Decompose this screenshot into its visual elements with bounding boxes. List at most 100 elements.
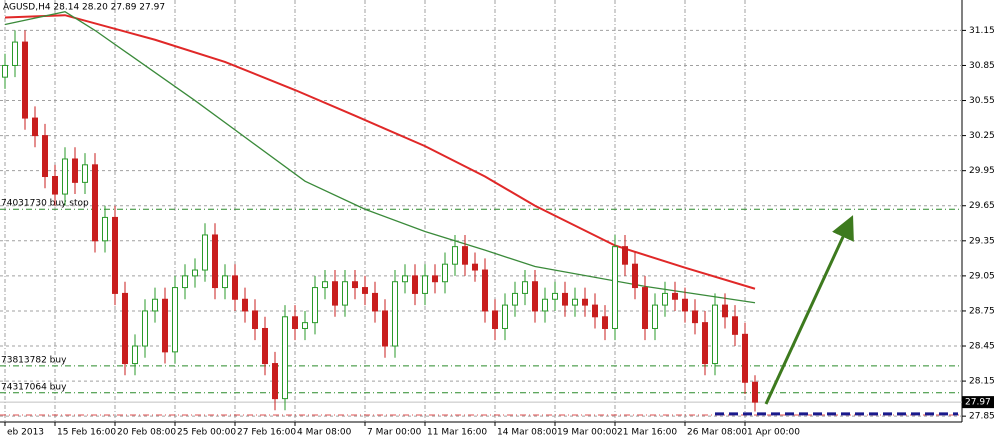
- candle-body: [52, 176, 58, 195]
- y-tick-label: 30.25: [969, 131, 995, 141]
- candle-body: [82, 164, 88, 183]
- candle-body: [62, 158, 68, 195]
- candle-body: [572, 298, 578, 306]
- order-label: 74317064 buy: [1, 382, 67, 392]
- candle-body: [752, 381, 758, 403]
- candle-body: [552, 292, 558, 300]
- y-tick-label: 30.85: [969, 61, 995, 71]
- candle-body: [262, 327, 268, 365]
- candle-body: [172, 287, 178, 353]
- candle-body: [162, 298, 168, 353]
- x-tick-label: eb 2013: [7, 428, 44, 438]
- y-tick-label: 29.95: [969, 166, 995, 176]
- candle-body: [732, 316, 738, 335]
- candle-body: [622, 246, 628, 265]
- candle-body: [22, 41, 28, 119]
- candle-body: [12, 41, 18, 66]
- candle-body: [202, 234, 208, 271]
- y-tick-label: 30.55: [969, 96, 995, 106]
- candle-body: [502, 304, 508, 329]
- forecast-arrow: [764, 215, 854, 405]
- candle-body: [222, 275, 228, 289]
- candle-body: [122, 292, 128, 365]
- candle-body: [272, 363, 278, 400]
- x-tick-label: 4 Mar 08:00: [297, 428, 352, 438]
- candle-body: [402, 275, 408, 283]
- x-tick-label: 15 Feb 16:00: [57, 428, 116, 438]
- candle-body: [372, 292, 378, 312]
- x-tick-label: 20 Feb 08:00: [117, 428, 176, 438]
- candle-body: [112, 216, 118, 294]
- x-tick-label: 21 Mar 16:00: [617, 428, 677, 438]
- candle-body: [642, 287, 648, 329]
- candle-body: [692, 310, 698, 324]
- price-box: [962, 396, 994, 409]
- candle-body: [722, 304, 728, 318]
- candle-body: [602, 316, 608, 329]
- candle-body: [482, 269, 488, 312]
- candle-body: [652, 304, 658, 329]
- y-tick-label: 27.85: [969, 412, 995, 422]
- candle-body: [232, 275, 238, 300]
- price-box-label: 27.97: [965, 398, 991, 408]
- candle-body: [662, 292, 668, 306]
- candle-body: [242, 298, 248, 312]
- candle-body: [282, 316, 288, 400]
- candle-body: [312, 287, 318, 324]
- candle-body: [302, 322, 308, 329]
- candle-body: [582, 298, 588, 306]
- candle-body: [32, 117, 38, 137]
- order-label: 73813782 buy: [1, 355, 67, 365]
- y-tick-label: 29.65: [969, 201, 995, 211]
- moving-average: [4, 10, 756, 304]
- candle-body: [492, 310, 498, 329]
- candle-body: [382, 310, 388, 347]
- candle-body: [332, 281, 338, 306]
- candle-body: [342, 281, 348, 306]
- candle-body: [152, 298, 158, 312]
- candle-body: [142, 310, 148, 347]
- candle-body: [362, 287, 368, 294]
- x-tick-label: 27 Feb 16:00: [237, 428, 296, 438]
- candle-body: [2, 64, 8, 78]
- candle-body: [432, 275, 438, 283]
- candle-body: [72, 158, 78, 183]
- candle-body: [422, 275, 428, 294]
- candle-body: [462, 246, 468, 265]
- candle-body: [182, 275, 188, 289]
- x-tick-label: 11 Mar 16:00: [427, 428, 487, 438]
- order-label: 74031730 buy stop: [1, 199, 89, 209]
- x-tick-label: 14 Mar 08:00: [497, 428, 557, 438]
- candle-body: [442, 263, 448, 283]
- candle-body: [542, 298, 548, 312]
- candle-body: [352, 281, 358, 289]
- candle-body: [212, 234, 218, 289]
- y-tick-label: 29.05: [969, 271, 995, 281]
- candle-body: [512, 292, 518, 306]
- y-tick-label: 29.35: [969, 236, 995, 246]
- candle-body: [392, 281, 398, 347]
- candle-body: [562, 292, 568, 306]
- candle-body: [712, 304, 718, 365]
- candle-body: [292, 316, 298, 329]
- candle-body: [632, 263, 638, 289]
- candle-body: [742, 333, 748, 383]
- y-tick-label: 28.15: [969, 377, 995, 387]
- candle-body: [592, 304, 598, 318]
- x-tick-label: 1 Apr 00:00: [747, 428, 800, 438]
- candle-body: [42, 135, 48, 178]
- candle-body: [472, 263, 478, 271]
- candle-body: [612, 246, 618, 329]
- x-tick-label: 26 Mar 08:00: [687, 428, 747, 438]
- y-tick-label: 31.15: [969, 26, 995, 36]
- chart-title: AGUSD,H4 28.14 28.20 27.89 27.97: [3, 3, 165, 13]
- x-tick-label: 25 Feb 00:00: [177, 428, 236, 438]
- candle-body: [672, 292, 678, 300]
- candle-body: [192, 269, 198, 277]
- candle-body: [102, 216, 108, 242]
- candle-body: [452, 246, 458, 265]
- candle-body: [522, 281, 528, 294]
- candle-body: [132, 345, 138, 365]
